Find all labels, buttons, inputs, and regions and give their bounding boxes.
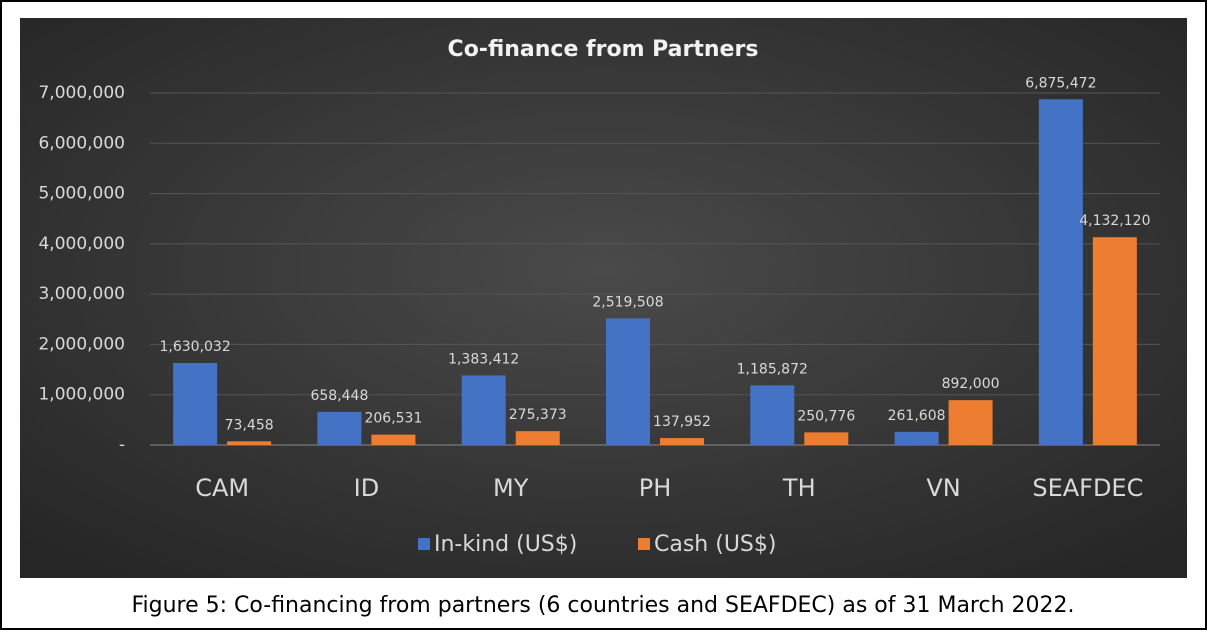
y-tick-label: 7,000,000 bbox=[38, 83, 125, 103]
x-tick-label: CAM bbox=[195, 474, 249, 502]
data-label: 6,875,472 bbox=[1025, 75, 1096, 91]
y-tick-label: 6,000,000 bbox=[38, 133, 125, 153]
data-label: 261,608 bbox=[888, 408, 946, 424]
data-label: 1,630,032 bbox=[160, 339, 231, 355]
x-tick-label: MY bbox=[493, 474, 529, 502]
x-tick-label: TH bbox=[782, 474, 816, 502]
bar bbox=[461, 375, 506, 445]
bar bbox=[227, 441, 272, 445]
bar bbox=[660, 438, 704, 445]
bar bbox=[371, 434, 416, 445]
data-label: 206,531 bbox=[364, 411, 422, 427]
y-tick-label: 4,000,000 bbox=[38, 234, 125, 254]
y-tick-label: 3,000,000 bbox=[38, 284, 125, 304]
data-label: 1,185,872 bbox=[737, 361, 808, 377]
bar bbox=[804, 432, 849, 445]
x-tick-label: VN bbox=[926, 474, 960, 502]
bar bbox=[173, 363, 218, 445]
data-label: 2,519,508 bbox=[592, 294, 663, 310]
bar bbox=[894, 431, 939, 445]
data-label: 250,776 bbox=[797, 408, 855, 424]
y-tick-label: 2,000,000 bbox=[38, 334, 125, 354]
data-label: 73,458 bbox=[225, 417, 274, 433]
data-label: 658,448 bbox=[310, 388, 368, 404]
bar bbox=[1038, 99, 1083, 446]
y-tick-label: - bbox=[119, 435, 125, 455]
caption: Figure 5: Co-financing from partners (6 … bbox=[131, 593, 1074, 618]
data-label: 1,383,412 bbox=[448, 351, 519, 367]
legend-label: Cash (US$) bbox=[654, 532, 776, 557]
x-tick-label: ID bbox=[354, 474, 380, 502]
data-label: 4,132,120 bbox=[1079, 213, 1150, 229]
data-label: 275,373 bbox=[509, 407, 567, 423]
x-tick-label: PH bbox=[639, 474, 672, 502]
x-tick-label: SEAFDEC bbox=[1032, 474, 1143, 502]
bar bbox=[750, 385, 795, 445]
bar bbox=[948, 400, 993, 445]
bar bbox=[317, 411, 362, 445]
legend-swatch bbox=[638, 538, 650, 550]
y-tick-label: 1,000,000 bbox=[38, 385, 125, 405]
legend-swatch bbox=[418, 538, 430, 550]
chart-title: Co-finance from Partners bbox=[448, 37, 759, 62]
bar bbox=[515, 431, 560, 445]
bar bbox=[1092, 237, 1137, 445]
data-label: 892,000 bbox=[942, 376, 1000, 392]
chart-area bbox=[20, 18, 1187, 578]
data-label: 137,952 bbox=[653, 414, 711, 430]
bar bbox=[606, 318, 650, 445]
y-tick-label: 5,000,000 bbox=[38, 184, 125, 204]
legend-label: In-kind (US$) bbox=[434, 532, 577, 557]
